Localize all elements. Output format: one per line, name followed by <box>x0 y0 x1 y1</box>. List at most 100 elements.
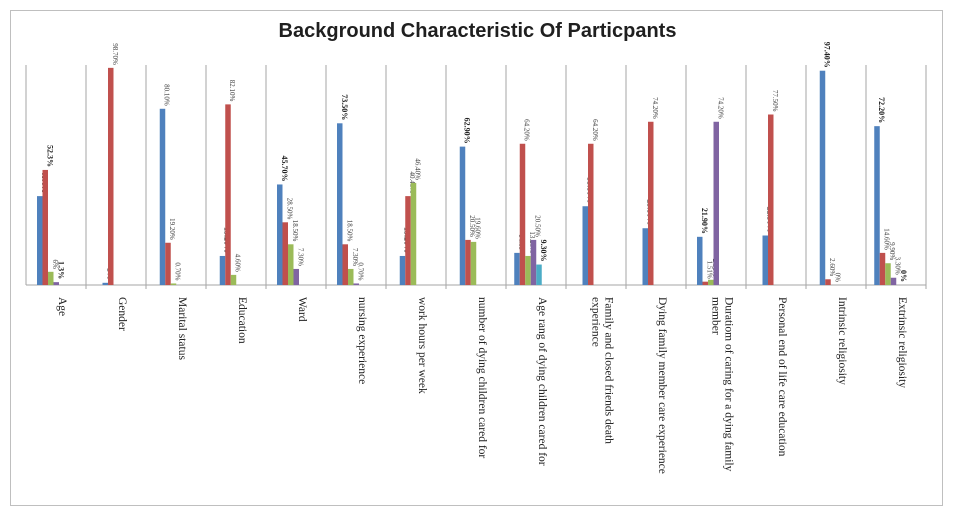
category-label: number of dying children cared for <box>476 297 488 458</box>
bar <box>53 282 59 285</box>
bar <box>708 279 714 285</box>
bar <box>530 239 537 285</box>
bar <box>353 283 359 285</box>
category-label: Ward <box>296 297 308 322</box>
bar <box>768 114 774 285</box>
bar <box>337 123 343 285</box>
bar-value-label: 52.3% <box>45 145 54 167</box>
bar-value-label: 20.50% <box>534 215 542 237</box>
bar <box>648 121 654 285</box>
bar <box>410 182 417 285</box>
bar-value-label: 20.50% <box>468 215 476 237</box>
bar <box>525 255 531 285</box>
bar <box>108 67 114 285</box>
category-label: Duratiom of caring for a dying family <box>723 297 735 472</box>
bar <box>825 279 831 285</box>
category-label: Intrinsic religiosity <box>836 297 848 385</box>
bar-value-label: 45.70% <box>280 155 289 181</box>
bar-value-label: 97.40% <box>823 42 832 68</box>
bar <box>890 277 897 285</box>
bar <box>874 126 880 285</box>
bar-value-label: 1.51% <box>705 261 713 279</box>
bar-value-label: 4.60% <box>234 254 242 272</box>
bar <box>282 222 288 285</box>
bar-value-label: 46.40% <box>414 158 422 180</box>
bar <box>702 281 708 285</box>
bar <box>288 244 294 285</box>
bar-value-label: 6% <box>51 259 59 269</box>
bar <box>879 252 886 285</box>
category-label: work hours per week <box>416 297 428 394</box>
bar-value-label: 73.50% <box>340 94 349 120</box>
bar-value-label: 1.3% <box>56 261 65 279</box>
category-label: Extrinsic religiosity <box>896 297 908 388</box>
bar <box>405 196 411 285</box>
bar-value-label: 82.10% <box>228 80 236 102</box>
bar-value-label: 64.20% <box>591 119 599 141</box>
bar-value-label: 0.70% <box>356 262 364 280</box>
category-label: Age rang of dying children cared for <box>536 297 548 466</box>
bar-value-label: 98.70% <box>111 43 119 65</box>
bar <box>536 264 542 285</box>
bar-value-label: 74.20% <box>651 97 659 119</box>
bar-value-label: 40.40% <box>408 172 416 194</box>
bar <box>230 274 237 285</box>
category-label: member <box>710 297 722 335</box>
bar <box>697 236 703 285</box>
bar <box>170 283 177 285</box>
bar-value-label: 9.30% <box>539 240 548 262</box>
bar-value-label: 21.90% <box>700 208 709 234</box>
bar <box>582 206 588 285</box>
bar <box>514 252 520 285</box>
bar <box>713 121 719 285</box>
bar-value-label: 0.70% <box>174 262 182 280</box>
bar <box>342 244 348 285</box>
chart-title: Background Characteristic Of Particpants <box>278 20 677 42</box>
category-label: Gender <box>116 297 128 331</box>
bar <box>519 143 526 285</box>
bar <box>819 70 826 285</box>
category-label: Family and closed friends death <box>603 297 615 444</box>
bar-value-label: 19.60% <box>474 217 482 239</box>
bar <box>885 263 891 285</box>
bar-value-label: 3.30% <box>894 257 902 275</box>
bar-value-label: 0% <box>834 273 842 283</box>
bar <box>588 143 594 285</box>
bar-value-label: 7.30% <box>296 248 304 266</box>
bar <box>219 255 226 285</box>
bar-value-label: 14.60% <box>883 228 891 250</box>
bar <box>293 268 299 285</box>
bar-value-label: 9.90% <box>888 242 896 260</box>
bar <box>225 104 231 285</box>
bar <box>48 271 54 285</box>
bar-value-label: 77.50% <box>771 90 779 112</box>
bar <box>459 146 466 285</box>
bar-value-label: 7.30% <box>351 248 359 266</box>
bar <box>399 255 406 285</box>
bar-value-label: 0% <box>899 270 908 282</box>
bar <box>642 228 648 285</box>
bar <box>465 239 471 285</box>
bar-value-label: 74.20% <box>716 97 724 119</box>
category-label: Personal end of life care education <box>776 297 788 457</box>
bar-value-label: 2.60% <box>828 258 836 276</box>
bar-value-label: 80.10% <box>163 84 171 106</box>
bar-value-label: 72.20% <box>877 97 886 123</box>
category-label: nursing experience <box>356 297 368 384</box>
bar-value-label: 19.20% <box>168 218 176 240</box>
bar-value-label: 28.50% <box>285 198 293 220</box>
category-label: experience <box>590 297 602 347</box>
category-label: Marital status <box>176 297 188 360</box>
bar-value-label: 18.50% <box>345 220 353 242</box>
bar <box>348 268 354 285</box>
bar-value-label: 62.90% <box>463 118 472 144</box>
bar <box>470 241 477 285</box>
category-label: Age <box>56 297 68 316</box>
bar-value-label: 18.50% <box>291 220 299 242</box>
bar <box>42 169 48 285</box>
category-label: Dying family member care experience <box>656 297 668 474</box>
category-label: Education <box>236 297 248 344</box>
bar <box>165 242 171 285</box>
bar <box>762 235 768 285</box>
